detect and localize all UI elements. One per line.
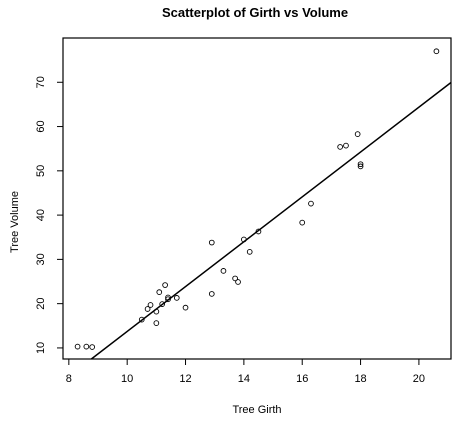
data-point — [208, 239, 215, 246]
data-point — [83, 343, 90, 350]
data-point — [173, 295, 180, 301]
y-tick-label: 40 — [35, 209, 47, 221]
x-axis-label: Tree Girth — [232, 404, 281, 416]
x-tick-label: 12 — [179, 373, 191, 385]
data-point — [144, 306, 151, 312]
data-point — [343, 142, 349, 149]
y-tick-label: 10 — [35, 342, 47, 354]
data-point — [153, 320, 160, 326]
data-point — [232, 275, 238, 282]
data-point — [246, 249, 253, 255]
y-tick-label: 20 — [35, 298, 47, 310]
data-point — [308, 200, 314, 207]
regression-line — [90, 81, 452, 360]
data-points — [74, 48, 440, 350]
data-point — [241, 236, 247, 243]
data-point — [153, 308, 160, 315]
x-tick-label: 20 — [413, 373, 425, 385]
y-tick-label: 60 — [35, 120, 47, 132]
data-point — [162, 282, 168, 288]
x-tick-label: 10 — [121, 373, 133, 385]
data-point — [433, 48, 440, 55]
data-point — [89, 344, 96, 350]
x-tick-label: 8 — [66, 373, 72, 385]
y-axis-label: Tree Volume — [9, 191, 21, 253]
data-point — [235, 279, 241, 285]
y-axis: 10 20 30 40 50 60 70 — [35, 76, 63, 354]
data-point — [337, 144, 343, 150]
data-point — [255, 228, 262, 235]
data-point — [138, 316, 145, 323]
y-tick-label: 70 — [35, 76, 47, 88]
plot-frame — [62, 37, 452, 360]
regression-line-layer — [90, 81, 452, 360]
y-tick-label: 50 — [35, 165, 47, 177]
data-point — [182, 304, 189, 311]
data-point — [147, 302, 154, 308]
data-point — [357, 161, 364, 168]
data-point — [299, 219, 306, 226]
data-point — [208, 291, 215, 297]
x-tick-label: 14 — [238, 373, 250, 385]
chart-title: Scatterplot of Girth vs Volume — [162, 5, 348, 20]
data-point — [159, 301, 166, 307]
data-point — [165, 294, 171, 301]
data-point — [220, 268, 227, 274]
x-tick-label: 16 — [296, 373, 308, 385]
data-point — [357, 163, 364, 170]
x-tick-label: 18 — [354, 373, 366, 385]
data-point — [74, 343, 81, 350]
data-point — [354, 131, 361, 137]
x-axis: 8 10 12 14 16 18 20 — [66, 359, 425, 385]
data-point — [165, 296, 171, 303]
y-tick-label: 30 — [35, 253, 47, 265]
data-point — [156, 289, 163, 295]
